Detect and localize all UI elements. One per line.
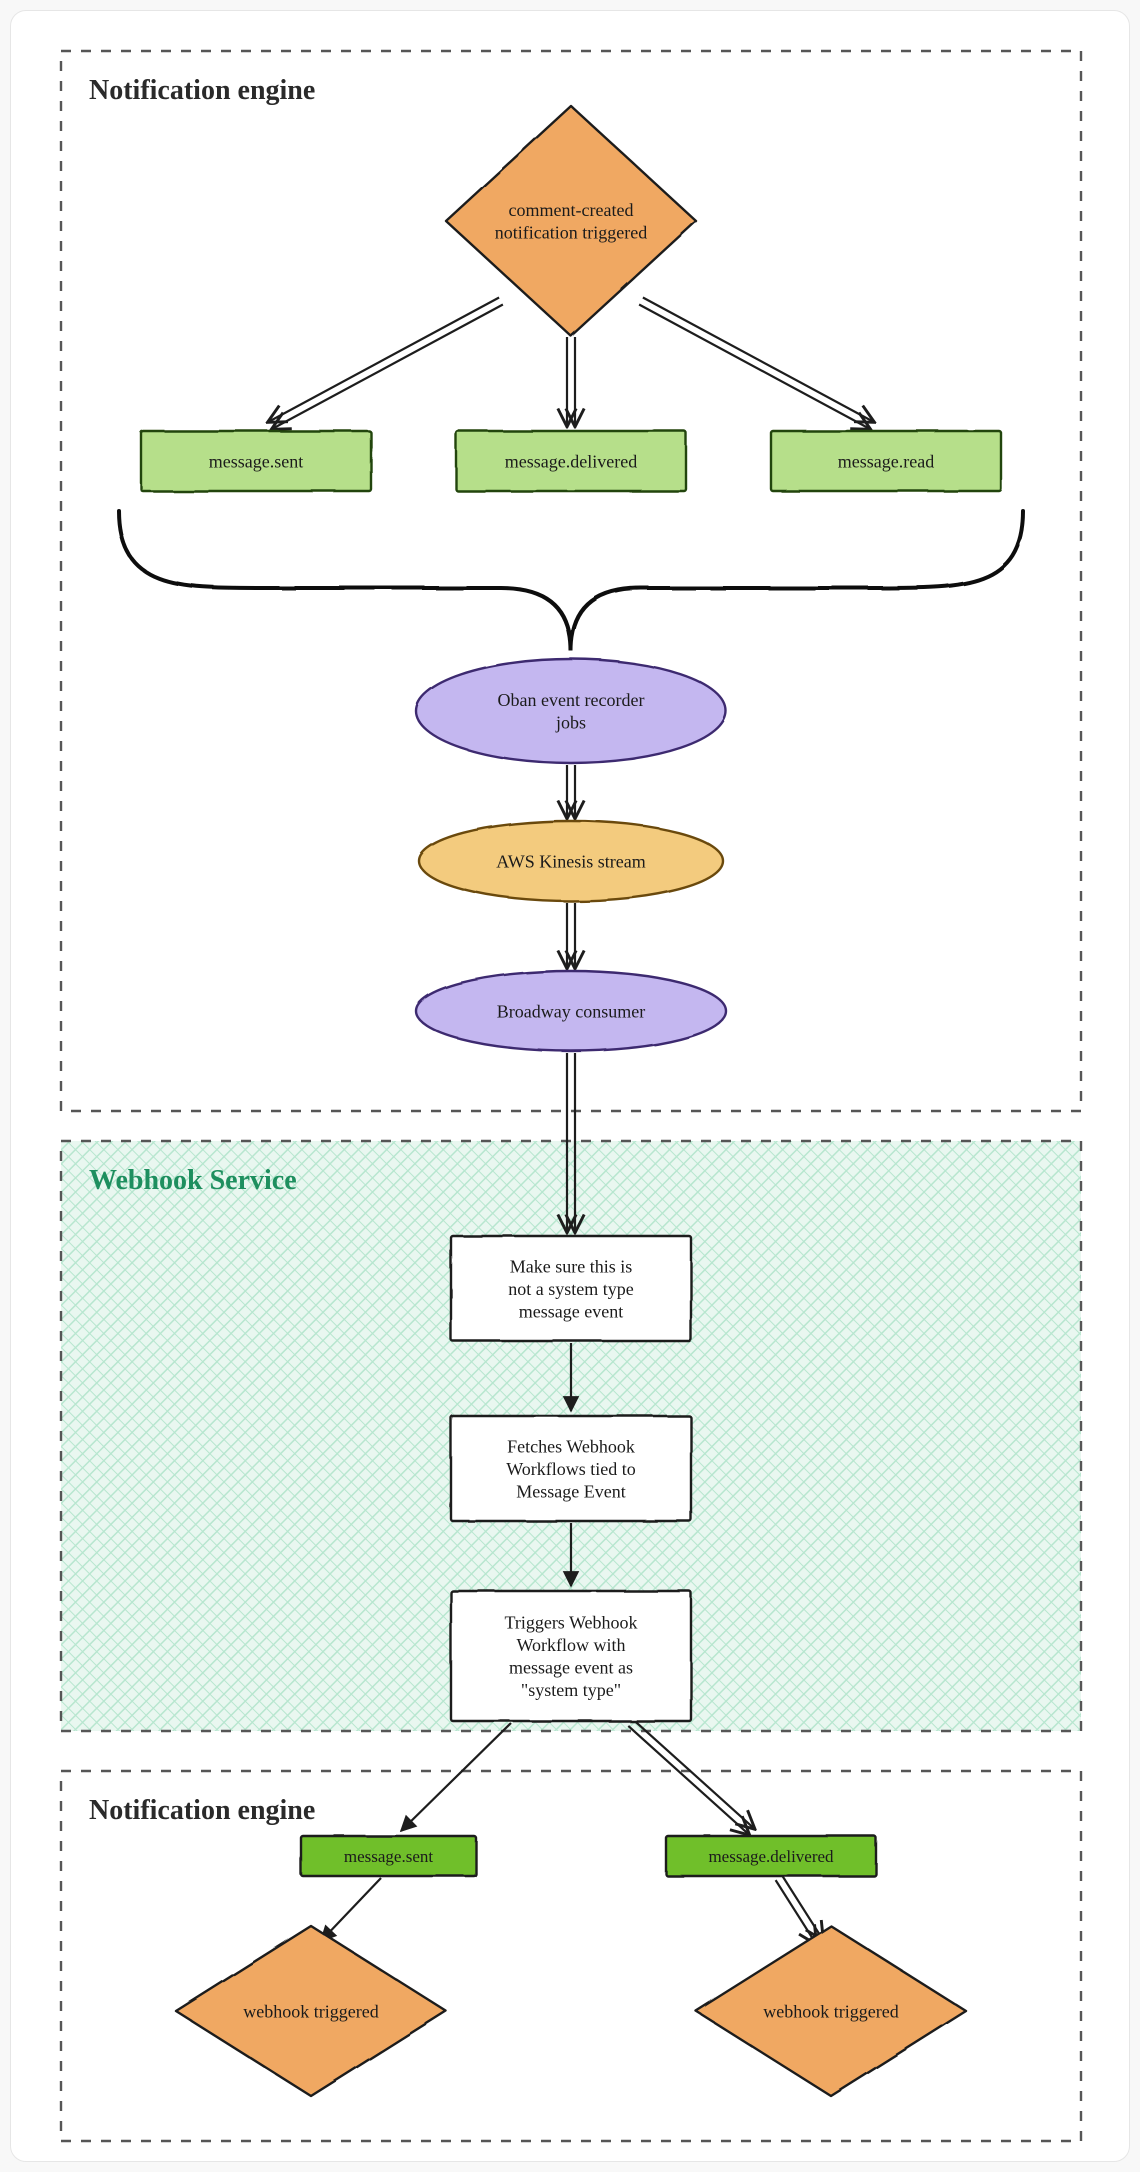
brace (119, 511, 1023, 651)
node-label-small_sent: message.sent (344, 1847, 434, 1866)
edge-2-b (643, 297, 873, 421)
edge-9-a (628, 1726, 748, 1834)
svg-text:Fetches WebhookWorkflows tied: Fetches WebhookWorkflows tied toMessage … (506, 1436, 636, 1501)
node-label-webhook_right: webhook triggered (763, 2001, 898, 2021)
edge-11-b (782, 1876, 822, 1939)
edge-0-b (273, 305, 503, 429)
svg-text:message.sent: message.sent (344, 1847, 434, 1866)
svg-text:Make sure this isnot a system: Make sure this isnot a system typemessag… (508, 1256, 633, 1321)
node-label-step1: Make sure this isnot a system typemessag… (508, 1256, 633, 1321)
node-label-step2: Fetches WebhookWorkflows tied toMessage … (506, 1436, 636, 1501)
edge-0-a (269, 297, 499, 421)
section-title-notif2: Notification engine (89, 1795, 315, 1826)
section-title-webhook: Webhook Service (89, 1165, 297, 1196)
edge-11-a (776, 1880, 816, 1943)
node-label-msg_delivered: message.delivered (505, 451, 637, 471)
svg-text:message.delivered: message.delivered (505, 451, 637, 471)
section-title-notif1: Notification engine (89, 75, 315, 106)
node-trigger_top (446, 106, 696, 336)
svg-text:message.delivered: message.delivered (708, 1847, 834, 1866)
node-label-msg_sent: message.sent (209, 451, 303, 471)
edge-8 (401, 1723, 511, 1831)
edge-9-b (634, 1720, 754, 1828)
svg-text:webhook triggered: webhook triggered (763, 2001, 898, 2021)
svg-text:AWS Kinesis stream: AWS Kinesis stream (496, 851, 646, 871)
node-step3 (451, 1591, 691, 1721)
section-notif2 (61, 1771, 1081, 2141)
node-label-broadway: Broadway consumer (497, 1001, 645, 1021)
svg-text:webhook triggered: webhook triggered (243, 2001, 378, 2021)
node-label-small_delivered: message.delivered (708, 1847, 834, 1866)
node-label-kinesis: AWS Kinesis stream (496, 851, 646, 871)
diagram-svg: comment-creatednotification triggeredmes… (11, 11, 1131, 2163)
edge-10 (321, 1878, 381, 1941)
node-label-webhook_left: webhook triggered (243, 2001, 378, 2021)
node-oban (416, 659, 726, 763)
svg-text:message.sent: message.sent (209, 451, 303, 471)
diagram-canvas: comment-creatednotification triggeredmes… (10, 10, 1130, 2162)
svg-text:Broadway consumer: Broadway consumer (497, 1001, 645, 1021)
edge-2-a (639, 305, 869, 429)
svg-text:message.read: message.read (838, 451, 934, 471)
node-label-msg_read: message.read (838, 451, 934, 471)
